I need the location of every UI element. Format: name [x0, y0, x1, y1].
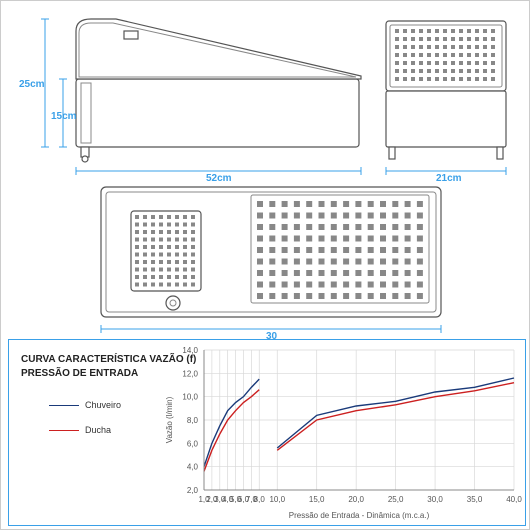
svg-text:25,0: 25,0 — [388, 495, 404, 504]
svg-text:8,0: 8,0 — [254, 495, 266, 504]
svg-text:20,0: 20,0 — [348, 495, 364, 504]
side-elevation: 25cm 15cm 52cm 21cm — [1, 1, 530, 181]
svg-text:4,0: 4,0 — [187, 463, 199, 472]
dim-21: 21cm — [436, 173, 462, 181]
svg-text:10,0: 10,0 — [269, 495, 285, 504]
flow-chart: CURVA CARACTERÍSTICA VAZÃO (f) PRESSÃO D… — [8, 339, 526, 526]
svg-text:30,0: 30,0 — [427, 495, 443, 504]
svg-text:15,0: 15,0 — [309, 495, 325, 504]
dim-15: 15cm — [51, 111, 77, 122]
svg-text:35,0: 35,0 — [467, 495, 483, 504]
svg-text:2,0: 2,0 — [187, 486, 199, 495]
page: 25cm 15cm 52cm 21cm — [0, 0, 530, 530]
svg-text:6,0: 6,0 — [187, 439, 199, 448]
svg-text:10,0: 10,0 — [182, 393, 198, 402]
svg-text:8,0: 8,0 — [187, 416, 199, 425]
svg-text:Vazão (l/min): Vazão (l/min) — [165, 396, 174, 443]
dim-25: 25cm — [19, 79, 45, 90]
top-view: 30 — [1, 181, 530, 341]
svg-text:12,0: 12,0 — [182, 369, 198, 378]
dim-52: 52cm — [206, 173, 232, 181]
svg-text:14,0: 14,0 — [182, 346, 198, 355]
svg-text:Pressão de Entrada - Dinâmica: Pressão de Entrada - Dinâmica (m.c.a.) — [289, 511, 430, 520]
svg-text:40,0: 40,0 — [506, 495, 522, 504]
